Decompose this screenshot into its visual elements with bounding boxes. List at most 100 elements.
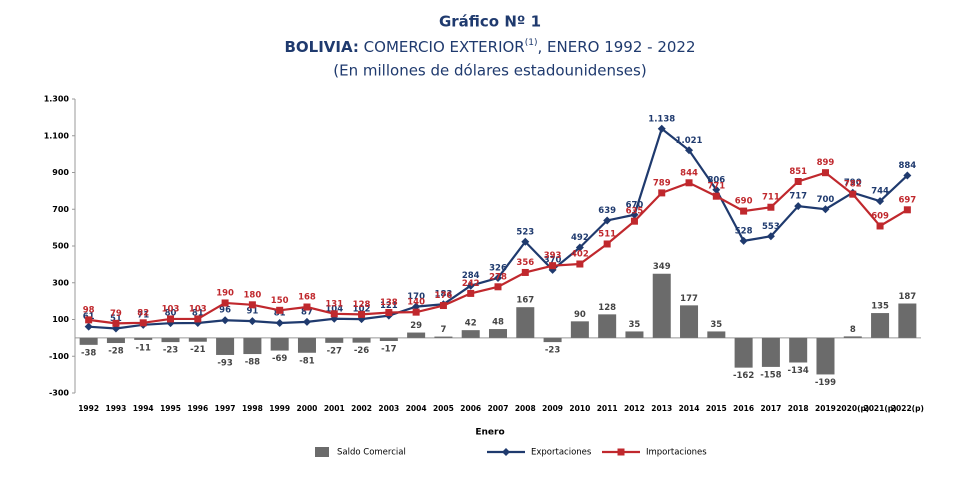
data-label: 789 [653,178,671,188]
data-label: -69 [272,354,287,364]
data-label: 150 [271,296,289,306]
chart-title: Gráfico Nº 1 [439,13,541,31]
bar [216,337,235,355]
bar [488,329,508,338]
chart-subtitle: BOLIVIA: COMERCIO EXTERIOR(1), ENERO 199… [284,38,695,56]
data-label: 690 [735,197,753,207]
bar [761,337,780,367]
bar [652,273,671,338]
data-label: 170 [407,292,425,302]
y-tick-label: -300 [49,389,69,398]
marker [603,240,611,248]
marker [412,308,420,316]
marker [494,273,502,282]
data-label: 609 [871,211,889,221]
bar [270,337,289,351]
marker [330,310,338,318]
marker [194,315,202,323]
legend-label: Saldo Comercial [337,448,406,458]
bar [680,305,699,338]
data-label: 98 [83,305,95,315]
data-label: 284 [462,271,480,281]
legend-marker [617,448,625,456]
marker [167,315,175,323]
x-tick-label: 1994 [133,404,154,413]
x-tick-label: 2022(p) [891,404,924,413]
x-tick-label: 2003 [378,404,399,413]
marker [221,299,229,307]
data-label: 29 [410,321,422,331]
data-label: 183 [435,290,453,300]
bar [516,307,535,338]
marker [657,124,666,133]
subtitle-part: COMERCIO EXTERIOR [364,38,525,56]
x-tick-label: 2016 [733,404,754,413]
subtitle-part: , ENERO 1992 - 2022 [537,38,695,56]
data-label: -134 [788,366,809,376]
data-label: -38 [81,348,96,358]
data-label: 511 [598,229,616,239]
y-tick-label: 1.300 [44,95,70,104]
x-tick-label: 2007 [488,404,509,413]
bar [79,337,98,345]
data-label: 523 [516,227,534,237]
marker [139,319,147,327]
x-tick-label: 2001 [324,404,345,413]
bar [625,331,644,338]
x-axis-label: Enero [475,428,504,438]
bar [407,332,426,338]
data-label: -23 [163,346,178,356]
bar [134,337,153,340]
data-label: 187 [898,292,916,302]
y-tick-label: 100 [52,315,69,324]
marker [521,268,529,276]
x-tick-label: 2005 [433,404,454,413]
data-label: 103 [189,304,207,314]
data-label: 326 [489,263,507,273]
x-tick-label: 1998 [242,404,263,413]
bar [543,337,562,343]
data-label: 128 [353,300,371,310]
data-label: 96 [219,306,231,316]
data-label: -158 [760,370,781,380]
data-label: 35 [710,320,722,330]
x-tick-label: 2012 [624,404,645,413]
legend-marker [502,448,510,456]
data-label: 35 [629,320,641,330]
data-label: 711 [762,193,780,203]
marker [767,203,775,211]
data-label: 771 [707,182,725,192]
marker [794,202,803,211]
data-label: 128 [598,303,616,313]
x-tick-label: 1992 [78,404,99,413]
marker [821,169,829,177]
data-label: -28 [108,347,123,357]
data-label: 121 [380,301,398,311]
data-label: -81 [299,356,314,366]
bar [789,337,808,363]
data-label: 104 [325,304,343,314]
data-label: 87 [301,307,313,317]
marker [630,217,638,225]
x-tick-label: 2008 [515,404,536,413]
bar [816,337,835,375]
data-label: 79 [110,309,122,319]
x-tick-label: 2006 [460,404,481,413]
data-label: 90 [574,310,586,320]
data-label: -26 [354,346,369,356]
marker [739,236,748,245]
data-label: 180 [244,290,262,300]
data-label: 528 [735,226,753,236]
data-label: 167 [516,296,534,306]
data-label: 790 [844,178,862,188]
marker [740,207,748,215]
data-label: 7 [440,325,446,335]
bar [161,337,180,343]
data-label: 82 [137,308,149,318]
marker [85,316,93,324]
bar [434,336,453,338]
data-label: 782 [844,180,862,190]
data-label: 635 [626,207,644,217]
data-label: -162 [733,371,754,381]
data-label: 140 [407,298,425,308]
